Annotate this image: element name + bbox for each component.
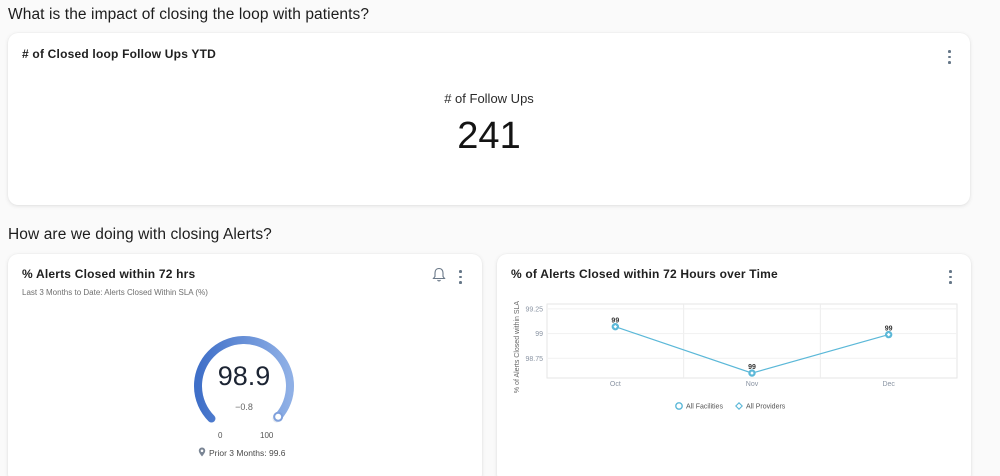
data-label: 99: [748, 364, 756, 371]
line-chart-title: % of Alerts Closed within 72 Hours over …: [511, 267, 778, 281]
legend-marker-circle: [675, 402, 683, 410]
kpi-value: 241: [457, 115, 521, 157]
location-pin-icon: [198, 447, 206, 457]
prior-period: Prior 3 Months: 99.6: [198, 447, 286, 458]
gauge-max-label: 100: [260, 431, 274, 440]
gauge-arc: [194, 336, 294, 423]
line-chart: 99.25 99 98.75 Oct Nov Dec % of Alerts Closed …: [514, 301, 958, 411]
plot-area: [546, 303, 958, 379]
kpi-card-menu-icon[interactable]: [942, 48, 956, 66]
x-tick-label: Nov: [746, 381, 759, 388]
legend-entry: All Providers: [746, 404, 786, 411]
gauge-value: 98.9: [217, 361, 271, 391]
data-label: 99: [611, 318, 619, 325]
bell-icon[interactable]: [432, 267, 446, 283]
legend-marker-diamond: [735, 402, 743, 410]
gauge-min-label: 0: [218, 431, 223, 440]
kpi-card-title: # of Closed loop Follow Ups YTD: [22, 47, 216, 61]
y-tick-label: 98.75: [525, 356, 543, 363]
prior-period-text: Prior 3 Months: 99.6: [209, 448, 286, 458]
data-point: [611, 323, 619, 331]
gauge-card-title: % Alerts Closed within 72 hrs: [22, 267, 196, 281]
data-label: 99: [885, 326, 893, 333]
kpi-card: # of Closed loop Follow Ups YTD # of Fol…: [8, 33, 970, 205]
gauge-card-menu-icon[interactable]: [453, 268, 467, 286]
data-point: [885, 331, 893, 338]
legend-entry: All Facilities: [686, 404, 723, 411]
gauge-card: % Alerts Closed within 72 hrs Last 3 Mon…: [8, 254, 482, 476]
line-chart-menu-icon[interactable]: [943, 268, 957, 286]
gauge-delta: −0.8: [235, 402, 253, 412]
y-tick-label: 99: [535, 331, 543, 338]
x-tick-label: Oct: [610, 381, 621, 388]
line-chart-card: % of Alerts Closed within 72 Hours over …: [497, 254, 971, 476]
y-axis-label: % of Alerts Closed within SLA: [514, 301, 521, 394]
gauge-card-subtitle: Last 3 Months to Date: Alerts Closed Wit…: [22, 288, 208, 297]
y-tick-label: 99.25: [525, 306, 543, 313]
section-title-alerts: How are we doing with closing Alerts?: [8, 226, 272, 243]
kpi-label: # of Follow Ups: [444, 91, 534, 106]
data-point: [748, 369, 756, 377]
section-title-patients: What is the impact of closing the loop w…: [8, 6, 370, 23]
x-tick-label: Dec: [882, 381, 895, 388]
gauge: 98.9 −0.8: [184, 326, 304, 446]
